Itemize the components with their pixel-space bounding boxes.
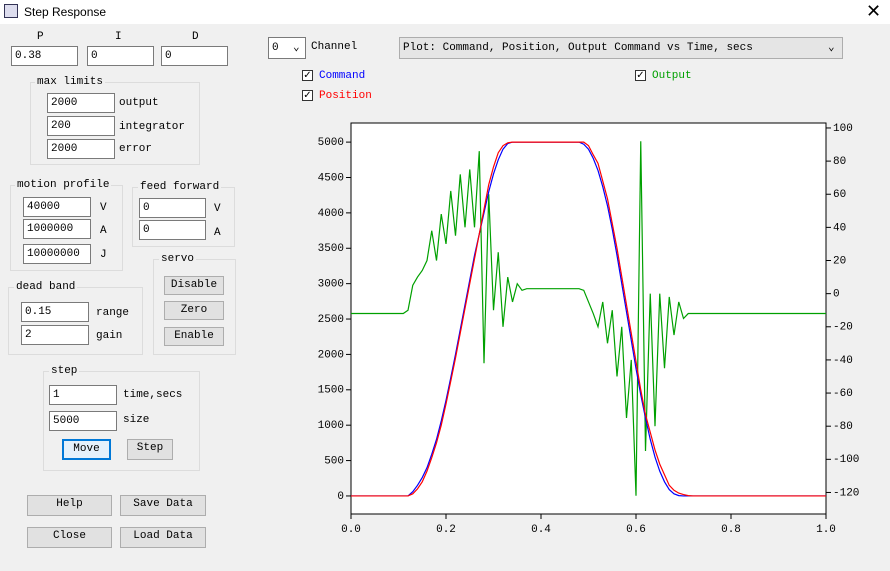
y2-tick-label: 100 bbox=[833, 123, 853, 135]
y-tick-label: 2000 bbox=[318, 349, 344, 361]
x-tick-label: 0.8 bbox=[721, 524, 741, 536]
y-tick-label: 1000 bbox=[318, 420, 344, 432]
y-tick-label: 3000 bbox=[318, 279, 344, 291]
y2-tick-label: -120 bbox=[833, 487, 859, 499]
y-tick-label: 3500 bbox=[318, 243, 344, 255]
plot-area bbox=[351, 123, 826, 514]
y-tick-label: 0 bbox=[337, 491, 344, 503]
y-tick-label: 500 bbox=[324, 455, 344, 467]
y2-tick-label: -80 bbox=[833, 421, 853, 433]
x-tick-label: 0.4 bbox=[531, 524, 551, 536]
y2-tick-label: 40 bbox=[833, 222, 846, 234]
y-tick-label: 2500 bbox=[318, 314, 344, 326]
y2-tick-label: -20 bbox=[833, 322, 853, 334]
y-tick-label: 1500 bbox=[318, 385, 344, 397]
x-tick-label: 0.2 bbox=[436, 524, 456, 536]
y2-tick-label: 60 bbox=[833, 189, 846, 201]
y2-tick-label: -100 bbox=[833, 454, 859, 466]
x-tick-label: 0.6 bbox=[626, 524, 646, 536]
y-tick-label: 4000 bbox=[318, 208, 344, 220]
y2-tick-label: 20 bbox=[833, 255, 846, 267]
y-tick-label: 5000 bbox=[318, 137, 344, 149]
y2-tick-label: 80 bbox=[833, 156, 846, 168]
y-tick-label: 4500 bbox=[318, 172, 344, 184]
y2-tick-label: 0 bbox=[833, 289, 840, 301]
x-tick-label: 1.0 bbox=[816, 524, 836, 536]
y2-tick-label: -40 bbox=[833, 355, 853, 367]
y2-tick-label: -60 bbox=[833, 388, 853, 400]
x-tick-label: 0.0 bbox=[341, 524, 361, 536]
